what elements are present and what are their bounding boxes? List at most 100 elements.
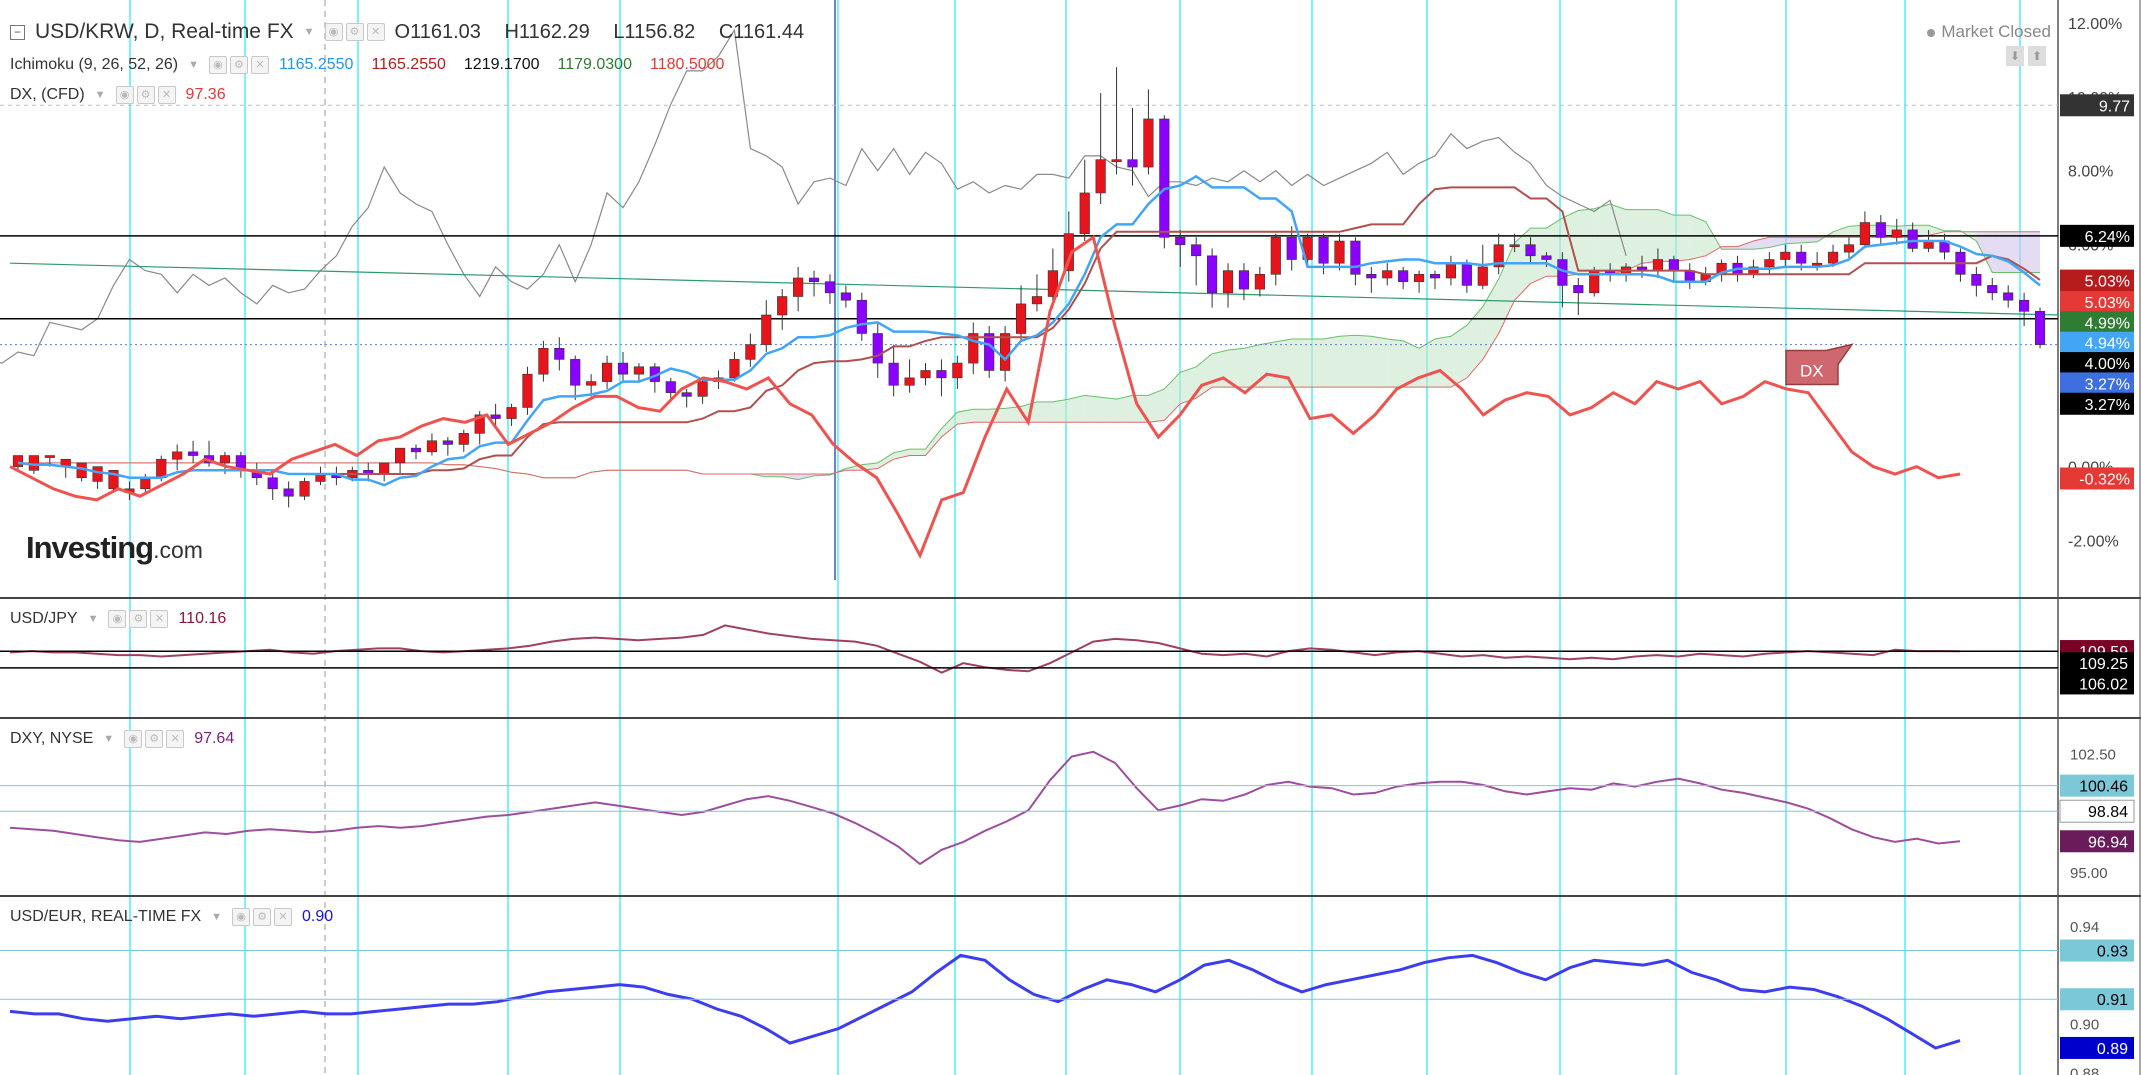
candle-body [1111,159,1122,162]
price-label-box [2060,94,2134,117]
ichimoku-cloud [1705,221,1722,256]
close-icon[interactable]: ✕ [150,610,169,628]
eye-icon[interactable]: ◉ [324,23,343,41]
candle-body [665,381,676,393]
series-controls[interactable]: ◉ ⚙ ✕ [324,23,385,41]
y-tick-label: 12.00% [2068,16,2122,33]
candle-body [188,451,199,456]
candle-body [1398,270,1409,283]
dxy-value: 97.64 [194,730,235,747]
close-icon[interactable]: ✕ [366,23,385,41]
candle-body [1652,259,1663,271]
eur-legend: USD/EUR, REAL-TIME FX ▼ ◉ ⚙ ✕ 0.90 [10,908,333,926]
candle-body [1318,237,1329,264]
dxy-legend: DXY, NYSE ▼ ◉ ⚙ ✕ 97.64 [10,730,234,748]
candle-body [2034,310,2046,345]
arrow-up-icon[interactable]: ⬆ [2028,46,2046,66]
candle-body [1143,118,1154,168]
ichimoku-cloud [1387,339,1404,388]
candle-body [617,362,629,375]
y-tick-label: -2.00% [2068,534,2119,551]
candle-body [1780,251,1791,260]
ichimoku-cloud [925,428,942,456]
ichimoku-cloud [877,452,894,469]
eur-title[interactable]: USD/EUR, REAL-TIME FX [10,908,202,925]
ichimoku-cloud [1005,406,1022,423]
chevron-down-icon[interactable]: ▼ [303,26,315,38]
close-value: C1161.44 [718,20,805,43]
price-label: 5.03% [2085,274,2130,291]
eye-icon[interactable]: ◉ [115,86,134,104]
candle-body [1573,285,1584,294]
jpy-title[interactable]: USD/JPY [10,610,78,627]
chevron-down-icon[interactable]: ▼ [211,911,223,923]
price-label-box [2060,269,2134,292]
ichimoku-cloud [1769,237,1786,248]
price-label-box [2060,224,2134,247]
eye-icon[interactable]: ◉ [208,56,227,74]
eye-icon[interactable]: ◉ [232,908,251,926]
price-label: -0.32% [2079,471,2130,488]
candle-body [824,281,836,294]
candle-body [2003,292,2014,301]
candle-body [1429,274,1441,279]
candle-body [586,381,597,386]
gear-icon[interactable]: ⚙ [129,610,148,628]
candle-body [570,359,581,386]
price-label-box [2060,830,2134,853]
candle-body [745,344,756,360]
y-tick-label: 8.00% [2068,164,2113,181]
candle-body [28,455,39,471]
scale-arrows[interactable]: ⬇ ⬆ [2006,46,2046,66]
ichimoku-cloud [1259,341,1276,388]
jpy-controls[interactable]: ◉ ⚙ ✕ [108,610,169,628]
ichimoku-cloud [1355,335,1372,388]
overlay-controls[interactable]: ◉ ⚙ ✕ [115,86,176,104]
chikou-span-line [0,28,1627,364]
close-icon[interactable]: ✕ [274,908,293,926]
ichimoku-cloud [893,449,910,460]
ichimoku-cloud [1450,325,1467,388]
candle-body [1859,222,1870,246]
candle-body [283,488,294,497]
gear-icon[interactable]: ⚙ [145,730,164,748]
gear-icon[interactable]: ⚙ [229,56,248,74]
gear-icon[interactable]: ⚙ [136,86,155,104]
chevron-down-icon[interactable]: ▼ [94,89,106,101]
ichimoku-title[interactable]: Ichimoku (9, 26, 52, 26) [10,56,179,73]
y-tick-label: 0.90 [2070,1017,2099,1034]
candle-body [729,359,740,379]
candle-body [1127,159,1138,168]
dx-title[interactable]: DX, (CFD) [10,86,85,103]
arrow-down-icon[interactable]: ⬇ [2006,46,2024,66]
price-label: 4.94% [2085,336,2130,353]
close-icon[interactable]: ✕ [166,730,185,748]
close-icon[interactable]: ✕ [250,56,269,74]
indicator-controls[interactable]: ◉ ⚙ ✕ [208,56,269,74]
symbol-title[interactable]: USD/KRW, D, Real-time FX [35,20,294,43]
chevron-down-icon[interactable]: ▼ [188,59,199,71]
price-label: 6.24% [2085,229,2130,246]
chevron-down-icon[interactable]: ▼ [103,733,115,745]
eye-icon[interactable]: ◉ [124,730,143,748]
candle-body [1493,244,1504,268]
dxy-title[interactable]: DXY, NYSE [10,730,94,747]
ichimoku-cloud [1180,366,1197,404]
dxy-controls[interactable]: ◉ ⚙ ✕ [124,730,185,748]
candle-body [1875,222,1886,238]
eye-icon[interactable]: ◉ [108,610,127,628]
price-label-box [2059,799,2135,823]
chevron-down-icon[interactable]: ▼ [87,613,99,625]
candle-body [1812,262,1823,266]
candle-body [1095,159,1106,194]
candle-body [1891,229,1902,238]
gear-icon[interactable]: ⚙ [253,908,272,926]
collapse-icon[interactable]: − [10,24,25,40]
eur-controls[interactable]: ◉ ⚙ ✕ [232,908,293,926]
gear-icon[interactable]: ⚙ [345,23,364,41]
market-status-text: Market Closed [1941,22,2051,41]
price-label-box [2060,652,2134,675]
candle-body [1382,270,1393,279]
close-icon[interactable]: ✕ [157,86,176,104]
